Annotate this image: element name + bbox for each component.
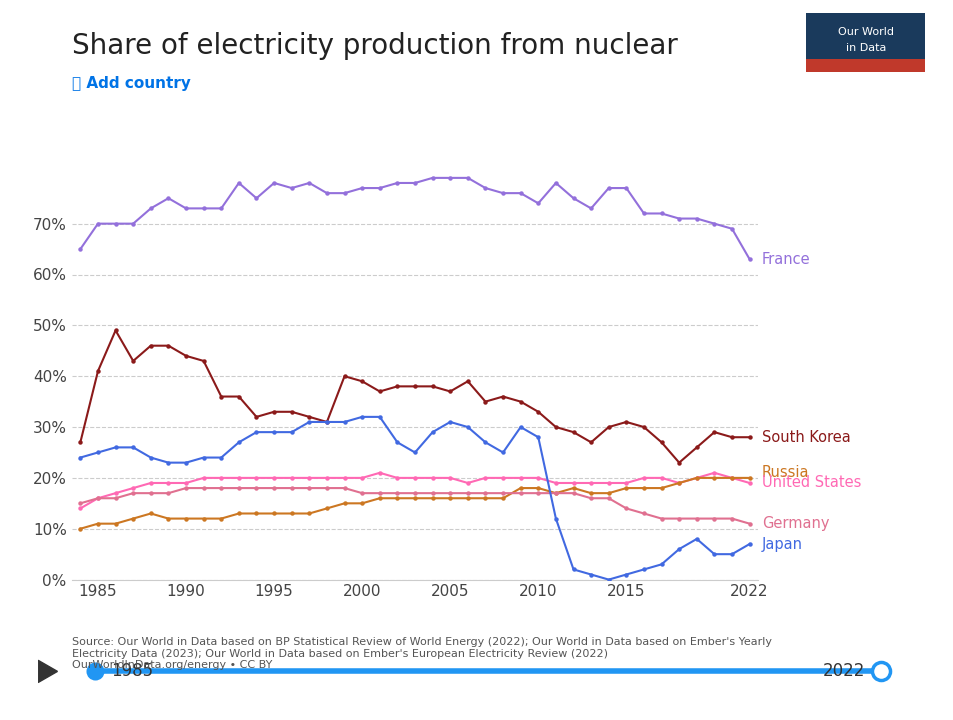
Text: 1985: 1985 <box>111 662 153 680</box>
Text: Japan: Japan <box>761 536 802 552</box>
Text: France: France <box>761 252 810 266</box>
Text: South Korea: South Korea <box>761 430 850 445</box>
Text: ➕ Add country: ➕ Add country <box>71 76 191 91</box>
Text: Our World: Our World <box>837 27 893 37</box>
Polygon shape <box>38 660 57 683</box>
Text: Source: Our World in Data based on BP Statistical Review of World Energy (2022);: Source: Our World in Data based on BP St… <box>71 637 771 670</box>
FancyBboxPatch shape <box>805 13 924 72</box>
Text: Share of electricity production from nuclear: Share of electricity production from nuc… <box>71 32 677 60</box>
Text: Russia: Russia <box>761 465 808 480</box>
Text: 2022: 2022 <box>821 662 864 680</box>
FancyBboxPatch shape <box>805 59 924 72</box>
Text: United States: United States <box>761 475 861 490</box>
Text: Germany: Germany <box>761 516 828 531</box>
Text: in Data: in Data <box>844 43 885 53</box>
